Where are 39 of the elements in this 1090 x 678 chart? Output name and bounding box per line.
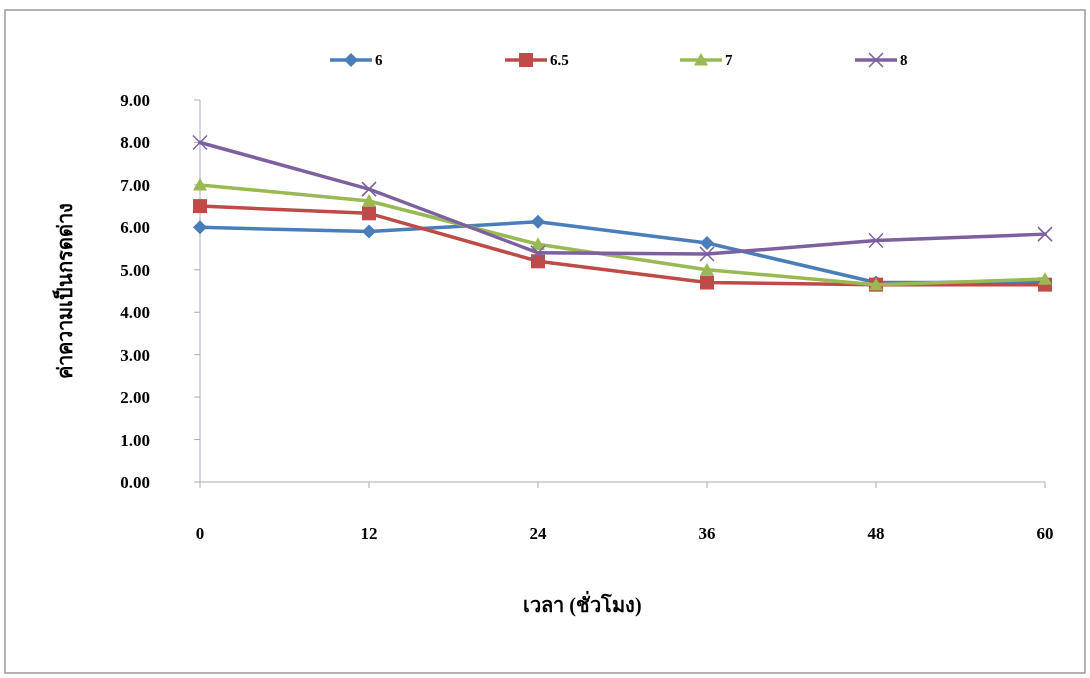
- y-tick-label: 6.00: [120, 218, 150, 238]
- point: [193, 177, 207, 191]
- y-tick-label: 5.00: [120, 260, 150, 280]
- point: [361, 181, 377, 197]
- point: [700, 262, 714, 276]
- x-tick-label: 48: [867, 524, 885, 543]
- point: [700, 275, 714, 290]
- x-tick-label: 24: [529, 524, 547, 543]
- y-tick-label: 4.00: [120, 303, 150, 323]
- x-tick-label: 60: [1036, 524, 1054, 543]
- y-tick-label: 3.00: [120, 345, 150, 365]
- y-tick-label: 8.00: [120, 133, 150, 153]
- legend-label: 6.5: [550, 52, 569, 68]
- point: [531, 214, 545, 229]
- point: [192, 134, 208, 151]
- y-tick-label: 1.00: [120, 430, 150, 450]
- point: [362, 206, 376, 221]
- y-axis-title: ค่าความเป็นกรดด่าง: [52, 203, 76, 379]
- legend-label: 7: [725, 52, 733, 68]
- y-tick-label: 0.00: [120, 473, 150, 492]
- point: [530, 245, 546, 261]
- y-tick-label: 7.00: [120, 175, 150, 195]
- x-tick-label: 12: [360, 524, 378, 543]
- point: [362, 194, 376, 207]
- legend-label: 6: [375, 52, 383, 68]
- point: [700, 236, 714, 251]
- point: [699, 246, 715, 262]
- y-tick-label: 9.00: [120, 91, 150, 110]
- point: [1038, 272, 1052, 285]
- x-tick-label: 36: [698, 524, 716, 543]
- x-tick-label: 0: [195, 524, 205, 543]
- y-tick-label: 2.00: [120, 388, 150, 408]
- legend-label: 8: [900, 52, 908, 68]
- point: [362, 224, 376, 239]
- x-axis-title: เวลา (ชั่วโมง): [523, 590, 642, 617]
- point: [193, 220, 207, 235]
- point: [868, 232, 884, 249]
- point: [193, 199, 207, 214]
- point: [1037, 226, 1053, 242]
